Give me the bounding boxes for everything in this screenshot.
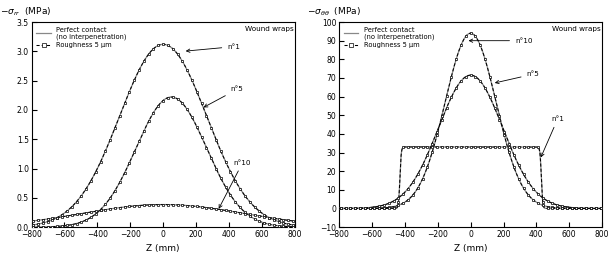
Legend: Perfect contact
(no interpenetration), Roughness 5 μm: Perfect contact (no interpenetration), R… xyxy=(343,25,435,50)
Text: $-\sigma_{\theta\theta}$  (MPa): $-\sigma_{\theta\theta}$ (MPa) xyxy=(308,5,362,18)
X-axis label: Z (mm): Z (mm) xyxy=(454,244,487,254)
X-axis label: Z (mm): Z (mm) xyxy=(146,244,180,254)
Legend: Perfect contact
(no interpenetration), Roughness 5 μm: Perfect contact (no interpenetration), R… xyxy=(35,25,128,50)
Text: Wound wraps: Wound wraps xyxy=(552,26,601,32)
Text: n°10: n°10 xyxy=(219,160,252,208)
Text: $-\sigma_{rr}$  (MPa): $-\sigma_{rr}$ (MPa) xyxy=(0,5,51,18)
Text: n°1: n°1 xyxy=(541,116,564,157)
Text: n°5: n°5 xyxy=(496,71,539,84)
Text: n°1: n°1 xyxy=(186,44,240,52)
Text: n°10: n°10 xyxy=(469,38,533,44)
Text: Wound wraps: Wound wraps xyxy=(245,26,293,32)
Text: n°5: n°5 xyxy=(204,87,244,107)
